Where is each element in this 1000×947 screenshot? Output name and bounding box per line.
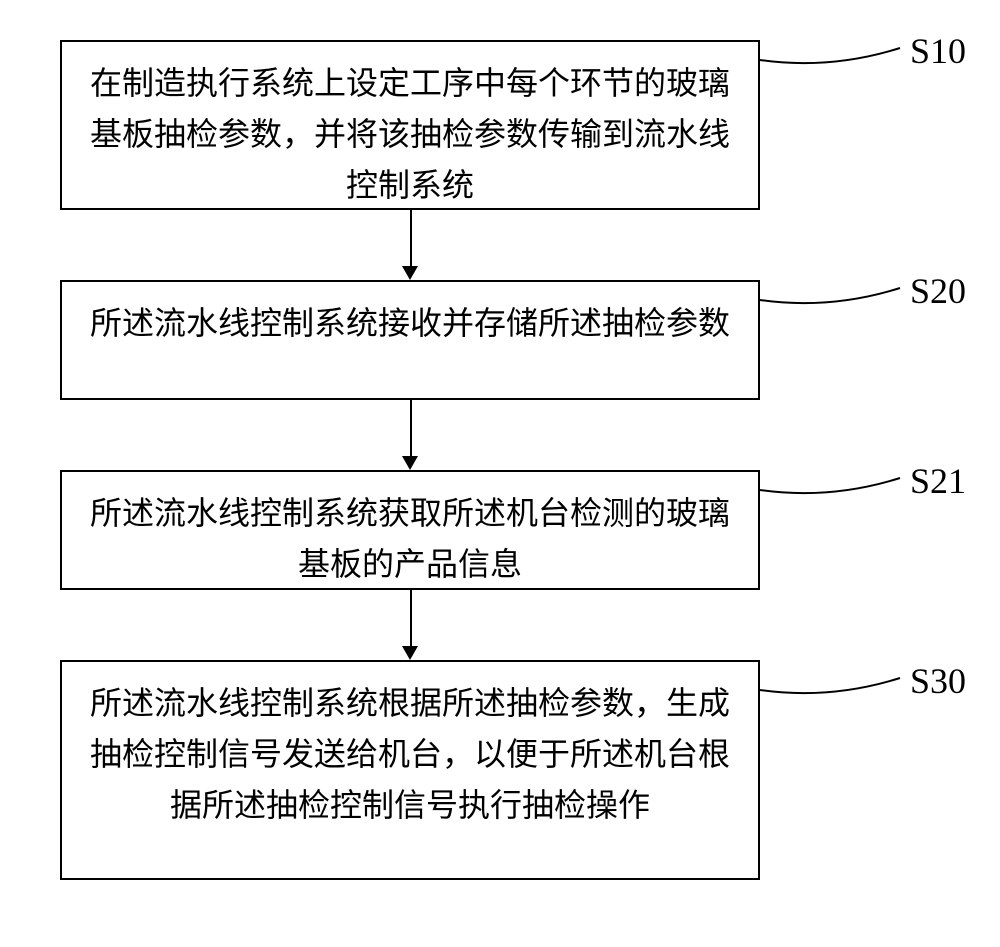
node-text: 所述流水线控制系统获取所述机台检测的玻璃基板的产品信息 (86, 488, 734, 590)
node-label-s30: S30 (910, 660, 966, 702)
arrow-line (410, 400, 412, 456)
connector-s21 (760, 470, 910, 515)
flowchart-node-s30: 所述流水线控制系统根据所述抽检参数，生成抽检控制信号发送给机台，以便于所述机台根… (60, 660, 760, 880)
connector-s30 (760, 660, 910, 715)
arrow-head-icon (402, 646, 418, 660)
arrow-head-icon (402, 266, 418, 280)
node-text: 所述流水线控制系统接收并存储所述抽检参数 (86, 298, 734, 349)
node-text: 在制造执行系统上设定工序中每个环节的玻璃基板抽检参数，并将该抽检参数传输到流水线… (86, 58, 734, 212)
flowchart-node-s21: 所述流水线控制系统获取所述机台检测的玻璃基板的产品信息 (60, 470, 760, 590)
node-label-s21: S21 (910, 460, 966, 502)
node-label-s20: S20 (910, 270, 966, 312)
flowchart-node-s10: 在制造执行系统上设定工序中每个环节的玻璃基板抽检参数，并将该抽检参数传输到流水线… (60, 40, 760, 210)
flowchart-node-s20: 所述流水线控制系统接收并存储所述抽检参数 (60, 280, 760, 400)
connector-s20 (760, 280, 910, 325)
arrow-line (410, 590, 412, 646)
arrow-head-icon (402, 456, 418, 470)
node-label-s10: S10 (910, 30, 966, 72)
arrow-line (410, 210, 412, 266)
node-text: 所述流水线控制系统根据所述抽检参数，生成抽检控制信号发送给机台，以便于所述机台根… (86, 678, 734, 832)
connector-s10 (760, 40, 910, 85)
